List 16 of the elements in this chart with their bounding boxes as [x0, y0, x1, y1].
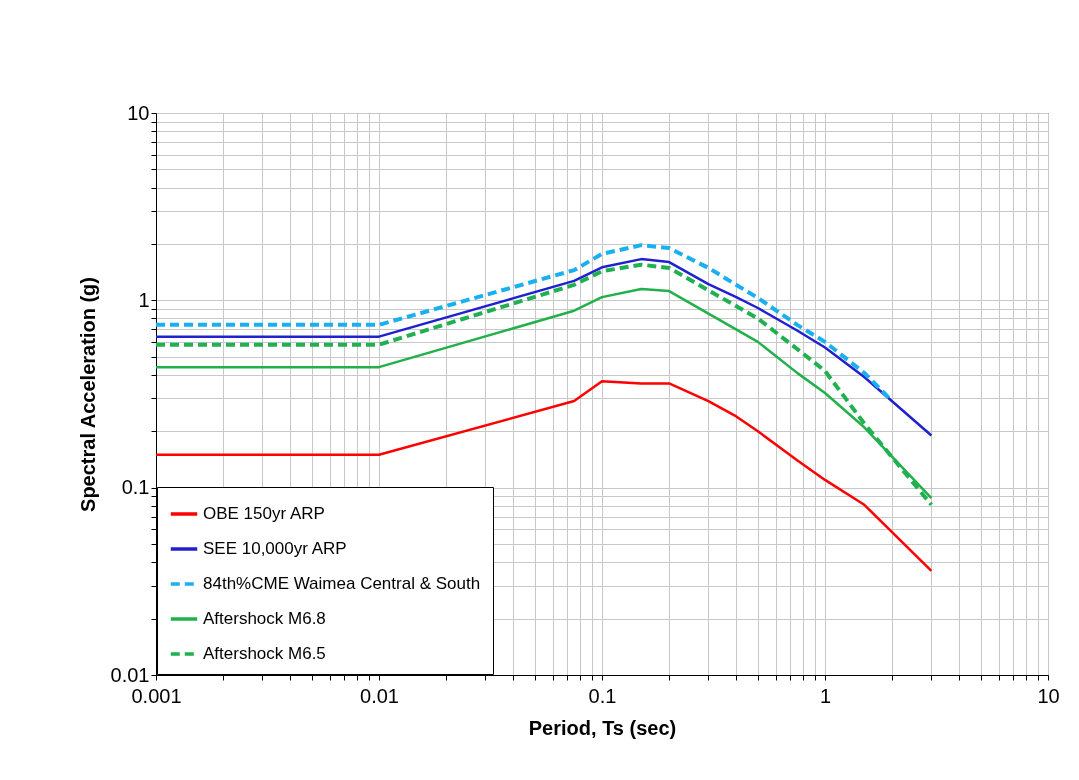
legend-label: Aftershock M6.8	[203, 609, 326, 628]
y-tick-label: 10	[127, 101, 150, 124]
legend-label: Aftershock M6.5	[203, 644, 326, 663]
x-tick-label: 0.001	[131, 684, 182, 707]
y-tick-label: 0.01	[110, 663, 150, 686]
legend-label: SEE 10,000yr ARP	[203, 539, 347, 558]
x-tick-label: 1	[819, 684, 832, 707]
x-axis-title: Period, Ts (sec)	[528, 716, 677, 739]
x-tick-label: 0.1	[588, 684, 617, 707]
legend-label: 84th%CME Waimea Central & South	[203, 574, 481, 593]
x-tick-label: 10	[1037, 684, 1060, 707]
x-tick-label: 0.01	[360, 684, 399, 707]
legend-label: OBE 150yr ARP	[203, 504, 325, 523]
y-axis-title: Spectral Acceleration (g)	[76, 277, 99, 512]
y-tick-label: 1	[138, 288, 150, 311]
y-tick-label: 0.1	[121, 476, 150, 499]
